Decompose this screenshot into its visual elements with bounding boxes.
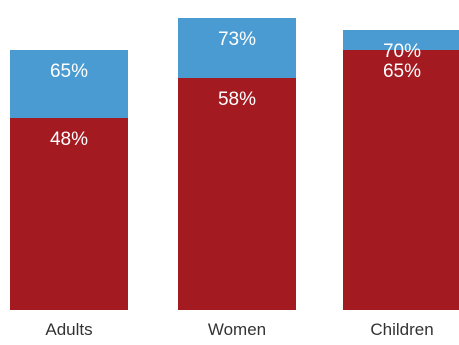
- category-label-children: Children: [370, 320, 433, 339]
- value-label-series1-women: 58%: [218, 89, 256, 110]
- value-label-series0-women: 73%: [218, 29, 256, 50]
- bar-series1-women: [178, 78, 296, 310]
- value-label-series0-adults: 65%: [50, 61, 88, 82]
- category-label-adults: Adults: [45, 320, 92, 339]
- value-label-series0-children: 70%: [383, 41, 421, 62]
- bar-series1-children: [343, 50, 459, 310]
- bar-series1-adults: [10, 118, 128, 310]
- category-label-women: Women: [208, 320, 266, 339]
- value-label-series1-adults: 48%: [50, 129, 88, 150]
- value-label-series1-children: 65%: [383, 61, 421, 82]
